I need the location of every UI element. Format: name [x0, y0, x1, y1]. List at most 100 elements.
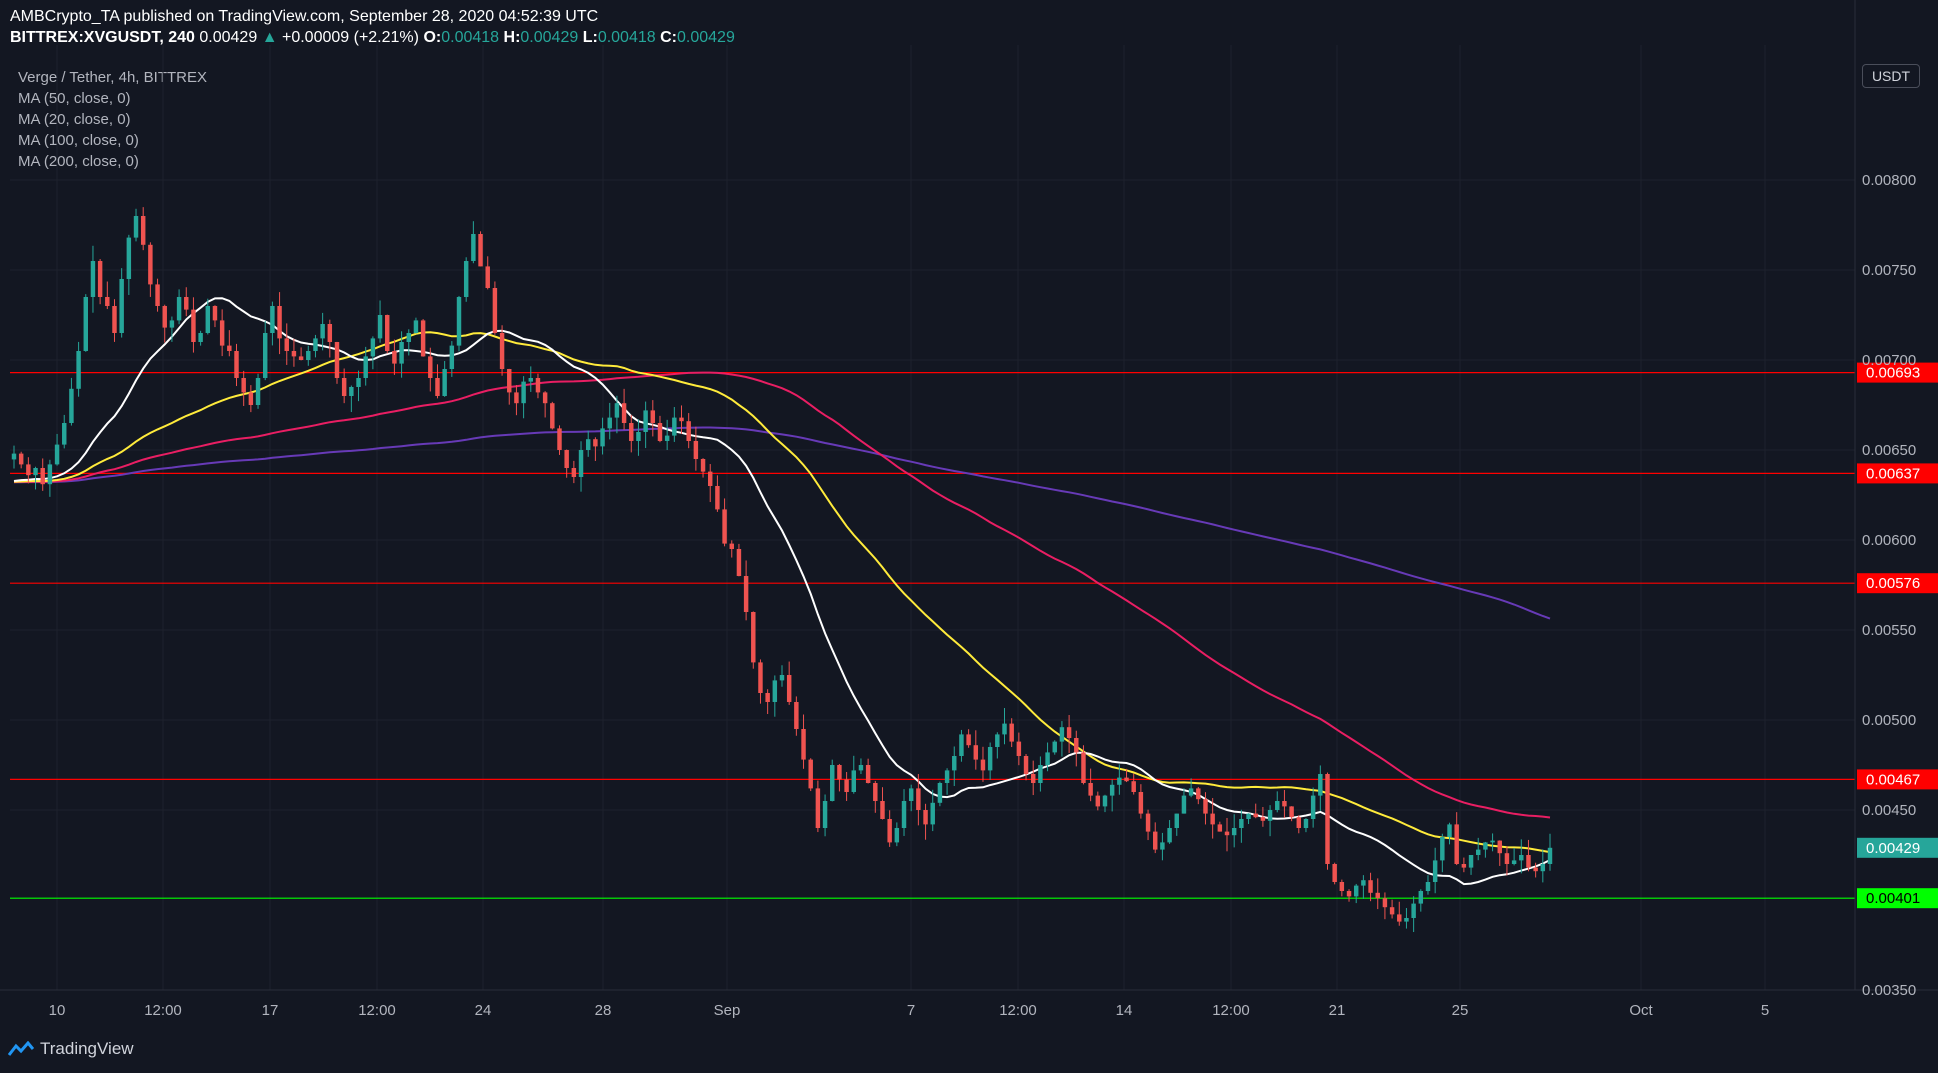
candle-body	[212, 306, 218, 321]
candle-body	[119, 279, 124, 333]
legend-ma50[interactable]: MA (50, close, 0)	[18, 90, 131, 107]
candle-body	[822, 801, 828, 828]
candle-body	[621, 403, 627, 423]
candle-body	[779, 675, 785, 681]
candle-body	[1483, 842, 1488, 850]
candle-body	[370, 338, 376, 357]
legend-ma100[interactable]: MA (100, close, 0)	[18, 132, 139, 149]
high-value: 0.00429	[520, 29, 579, 46]
x-tick-label: 17	[262, 1002, 279, 1019]
symbol-name: BITTREX:XVGUSDT, 240	[10, 29, 195, 46]
candle-body	[952, 756, 957, 771]
candle-body	[1490, 840, 1495, 843]
candle-body	[1174, 813, 1179, 828]
candle-body	[1102, 795, 1108, 807]
candle-body	[614, 403, 620, 418]
series-title[interactable]: Verge / Tether, 4h, BITTREX	[18, 69, 207, 86]
brand-label: TradingView	[40, 1039, 134, 1058]
candle-body	[435, 378, 440, 396]
candle-body	[313, 338, 318, 351]
candle-body	[959, 734, 964, 756]
x-tick-label: 12:00	[999, 1002, 1037, 1019]
y-tick-label: 0.00550	[1862, 622, 1916, 639]
candle-body	[463, 261, 469, 297]
candle-body	[1030, 774, 1036, 783]
candle-body	[112, 306, 117, 333]
moving-averages	[13, 297, 1551, 886]
candle-body	[471, 234, 476, 261]
candle-body	[248, 392, 254, 405]
candle-body	[420, 320, 426, 357]
candle-body	[176, 297, 182, 321]
candle-body	[1332, 864, 1337, 882]
candle-body	[1361, 880, 1366, 886]
indicator-legend: Verge / Tether, 4h, BITTREX MA (50, clos…	[18, 67, 207, 172]
candle-body	[901, 801, 907, 828]
candle-body	[1052, 741, 1057, 753]
candle-body	[1440, 837, 1445, 861]
candle-body	[758, 662, 763, 693]
candle-body	[729, 543, 734, 549]
legend-ma20[interactable]: MA (20, close, 0)	[18, 111, 131, 128]
candle-body	[542, 392, 548, 404]
candle-body	[1418, 891, 1424, 904]
y-tick-label: 0.00350	[1862, 982, 1916, 999]
level-price-tag	[1857, 769, 1938, 790]
candle-body	[1389, 907, 1395, 915]
candle-body	[930, 802, 935, 825]
candle-body	[18, 453, 24, 465]
candle-body	[191, 309, 196, 342]
candle-body	[1203, 799, 1208, 814]
candle-body	[126, 237, 132, 279]
candle-body	[636, 432, 641, 441]
candle-body	[1145, 813, 1151, 832]
candle-body	[1282, 801, 1287, 807]
candle-body	[1217, 824, 1223, 832]
ma20-line	[13, 297, 1551, 886]
level-price-label: 0.00401	[1866, 890, 1920, 907]
candle-body	[1045, 752, 1050, 765]
x-tick-label: Oct	[1629, 1002, 1653, 1019]
x-tick-label: 7	[907, 1002, 915, 1019]
candle-body	[1346, 891, 1352, 897]
level-price-label: 0.00637	[1866, 465, 1920, 482]
candle-body	[908, 788, 914, 801]
candle-body	[600, 428, 605, 447]
candle-body	[1318, 774, 1323, 796]
candle-body	[1432, 860, 1438, 882]
candle-body	[1188, 788, 1194, 796]
level-price-tag	[1857, 888, 1938, 909]
candle-body	[334, 342, 340, 378]
candle-body	[1447, 824, 1452, 837]
candle-body	[47, 464, 53, 485]
candle-body	[1475, 849, 1481, 855]
legend-ma200[interactable]: MA (200, close, 0)	[18, 153, 139, 170]
candle-body	[456, 297, 462, 346]
tradingview-logo[interactable]: TradingView	[8, 1039, 134, 1059]
candle-body	[341, 378, 347, 396]
candle-body	[298, 356, 304, 360]
candle-body	[1289, 806, 1294, 818]
candle-body	[851, 770, 857, 792]
publish-info: AMBCrypto_TA published on TradingView.co…	[10, 8, 599, 25]
candle-body	[155, 284, 160, 306]
last-price: 0.00429	[199, 29, 258, 46]
candle-body	[133, 216, 139, 238]
candle-body	[499, 333, 505, 369]
candle-body	[607, 417, 612, 429]
open-value: 0.00418	[441, 29, 500, 46]
candle-body	[105, 297, 110, 306]
candle-body	[485, 266, 490, 288]
candle-body	[227, 345, 232, 351]
candle-body	[198, 333, 203, 342]
candle-body	[521, 381, 526, 404]
candle-body	[306, 351, 311, 360]
x-tick-label: 14	[1116, 1002, 1133, 1019]
change-arrow-icon: ▲	[261, 29, 278, 46]
candle-body	[349, 387, 354, 396]
candle-body	[1167, 828, 1172, 843]
currency-unit-button[interactable]: USDT	[1862, 64, 1920, 88]
candle-body	[234, 351, 239, 378]
candle-body	[76, 351, 81, 389]
